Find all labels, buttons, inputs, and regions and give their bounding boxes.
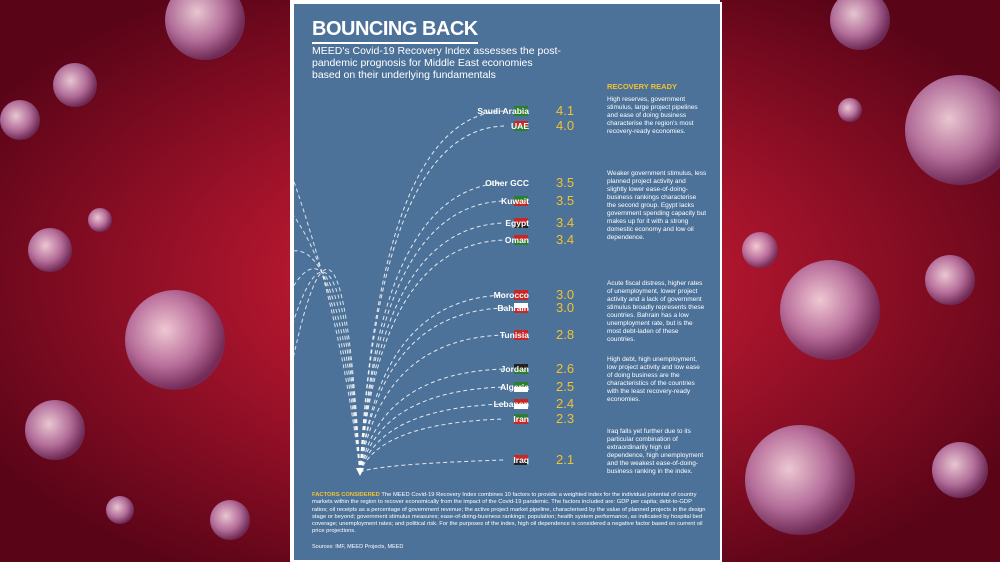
flag — [514, 111, 528, 116]
connector-lines — [294, 106, 528, 476]
flag — [514, 218, 528, 223]
connector-line — [359, 182, 505, 473]
connector-line — [294, 215, 361, 473]
country-name: Other GCC — [485, 178, 529, 188]
group-text: High debt, high unemployment, low projec… — [607, 356, 700, 403]
flag — [514, 308, 528, 313]
country-name: Bahrain — [497, 303, 529, 313]
title: BOUNCING BACK — [312, 18, 478, 44]
infographic: BOUNCING BACK MEED's Covid-19 Recovery I… — [292, 2, 722, 562]
connector-line — [359, 307, 505, 473]
flag — [514, 369, 528, 374]
score: 2.5 — [556, 379, 575, 394]
score: 2.3 — [556, 411, 575, 426]
flag — [514, 240, 528, 245]
flag — [514, 387, 528, 392]
group-description: High debt, high unemployment, low projec… — [607, 356, 707, 404]
group-text: Weaker government stimulus, less planned… — [607, 170, 707, 241]
sources: Sources: IMF, MEED Projects, MEED — [312, 544, 404, 550]
country-name: Egypt — [505, 218, 529, 228]
group-label: RECOVERY READY — [607, 82, 678, 91]
flag — [514, 303, 528, 308]
connector-line — [359, 110, 505, 473]
score: 3.4 — [556, 215, 575, 230]
flag — [514, 455, 528, 460]
flag — [514, 106, 528, 111]
country-name: Lebanon — [493, 399, 529, 409]
flag — [514, 330, 528, 335]
score: 3.0 — [556, 287, 575, 302]
connector-line — [359, 125, 505, 473]
score: 2.8 — [556, 327, 575, 342]
connector-line — [294, 271, 361, 473]
flag — [514, 126, 528, 131]
connector-line — [359, 239, 505, 473]
country-name: Tunisia — [499, 330, 529, 340]
factors-heading: FACTORS CONSIDERED — [312, 492, 380, 498]
country-name: Kuwait — [501, 196, 529, 206]
connector-line — [294, 180, 361, 473]
group-text: Iraq falls yet further due to its partic… — [607, 428, 704, 475]
flag — [514, 235, 528, 240]
arrow-head — [356, 468, 364, 476]
group-description: RECOVERY READY High reserves, government … — [607, 83, 707, 136]
flag — [514, 460, 528, 465]
flag — [514, 399, 528, 404]
score: 3.0 — [556, 300, 575, 315]
connector-line — [294, 268, 361, 473]
score: 3.4 — [556, 232, 575, 247]
group-description: Acute fiscal distress, higher rates of u… — [607, 280, 707, 344]
intro: MEED's Covid-19 Recovery Index assesses … — [312, 45, 561, 81]
flag — [514, 335, 528, 340]
group-text: Acute fiscal distress, higher rates of u… — [607, 280, 705, 343]
score: 3.5 — [556, 175, 575, 190]
score: 2.6 — [556, 361, 575, 376]
country-name: Iraq — [513, 455, 529, 465]
factors: FACTORS CONSIDERED The MEED Covid-19 Rec… — [312, 492, 707, 536]
group-text: High reserves, government stimulus, larg… — [607, 96, 698, 135]
flag — [514, 223, 528, 228]
factors-text: The MEED Covid-19 Recovery Index combine… — [312, 492, 706, 535]
country-name: Oman — [504, 235, 529, 245]
flag — [514, 201, 528, 206]
flag — [514, 382, 528, 387]
score: 4.1 — [556, 103, 575, 118]
connector-line — [359, 294, 505, 473]
score: 2.4 — [556, 396, 575, 411]
connector-line — [359, 222, 505, 473]
connector-line — [359, 334, 505, 473]
flag — [514, 290, 528, 295]
country-name: Jordan — [500, 364, 529, 374]
country-name: Iran — [513, 414, 529, 424]
flag — [514, 419, 528, 424]
score: 2.1 — [556, 452, 575, 467]
connector-line — [359, 200, 505, 473]
country-name: UAE — [511, 121, 529, 131]
score: 3.5 — [556, 193, 575, 208]
connector-line — [359, 403, 505, 473]
connector-line — [294, 250, 361, 473]
flag — [514, 121, 528, 126]
connector-line — [294, 268, 361, 473]
country-name: Saudi Arabia — [477, 106, 529, 116]
flag — [514, 414, 528, 419]
flag — [514, 295, 528, 300]
connector-line — [359, 368, 505, 473]
connector-line — [359, 386, 505, 473]
flag — [514, 364, 528, 369]
country-name: Morocco — [493, 290, 529, 300]
country-name: Algeria — [500, 382, 529, 392]
group-description: Weaker government stimulus, less planned… — [607, 170, 707, 242]
flag — [514, 404, 528, 409]
score: 4.0 — [556, 118, 575, 133]
group-description: Iraq falls yet further due to its partic… — [607, 428, 707, 476]
flag — [514, 196, 528, 201]
